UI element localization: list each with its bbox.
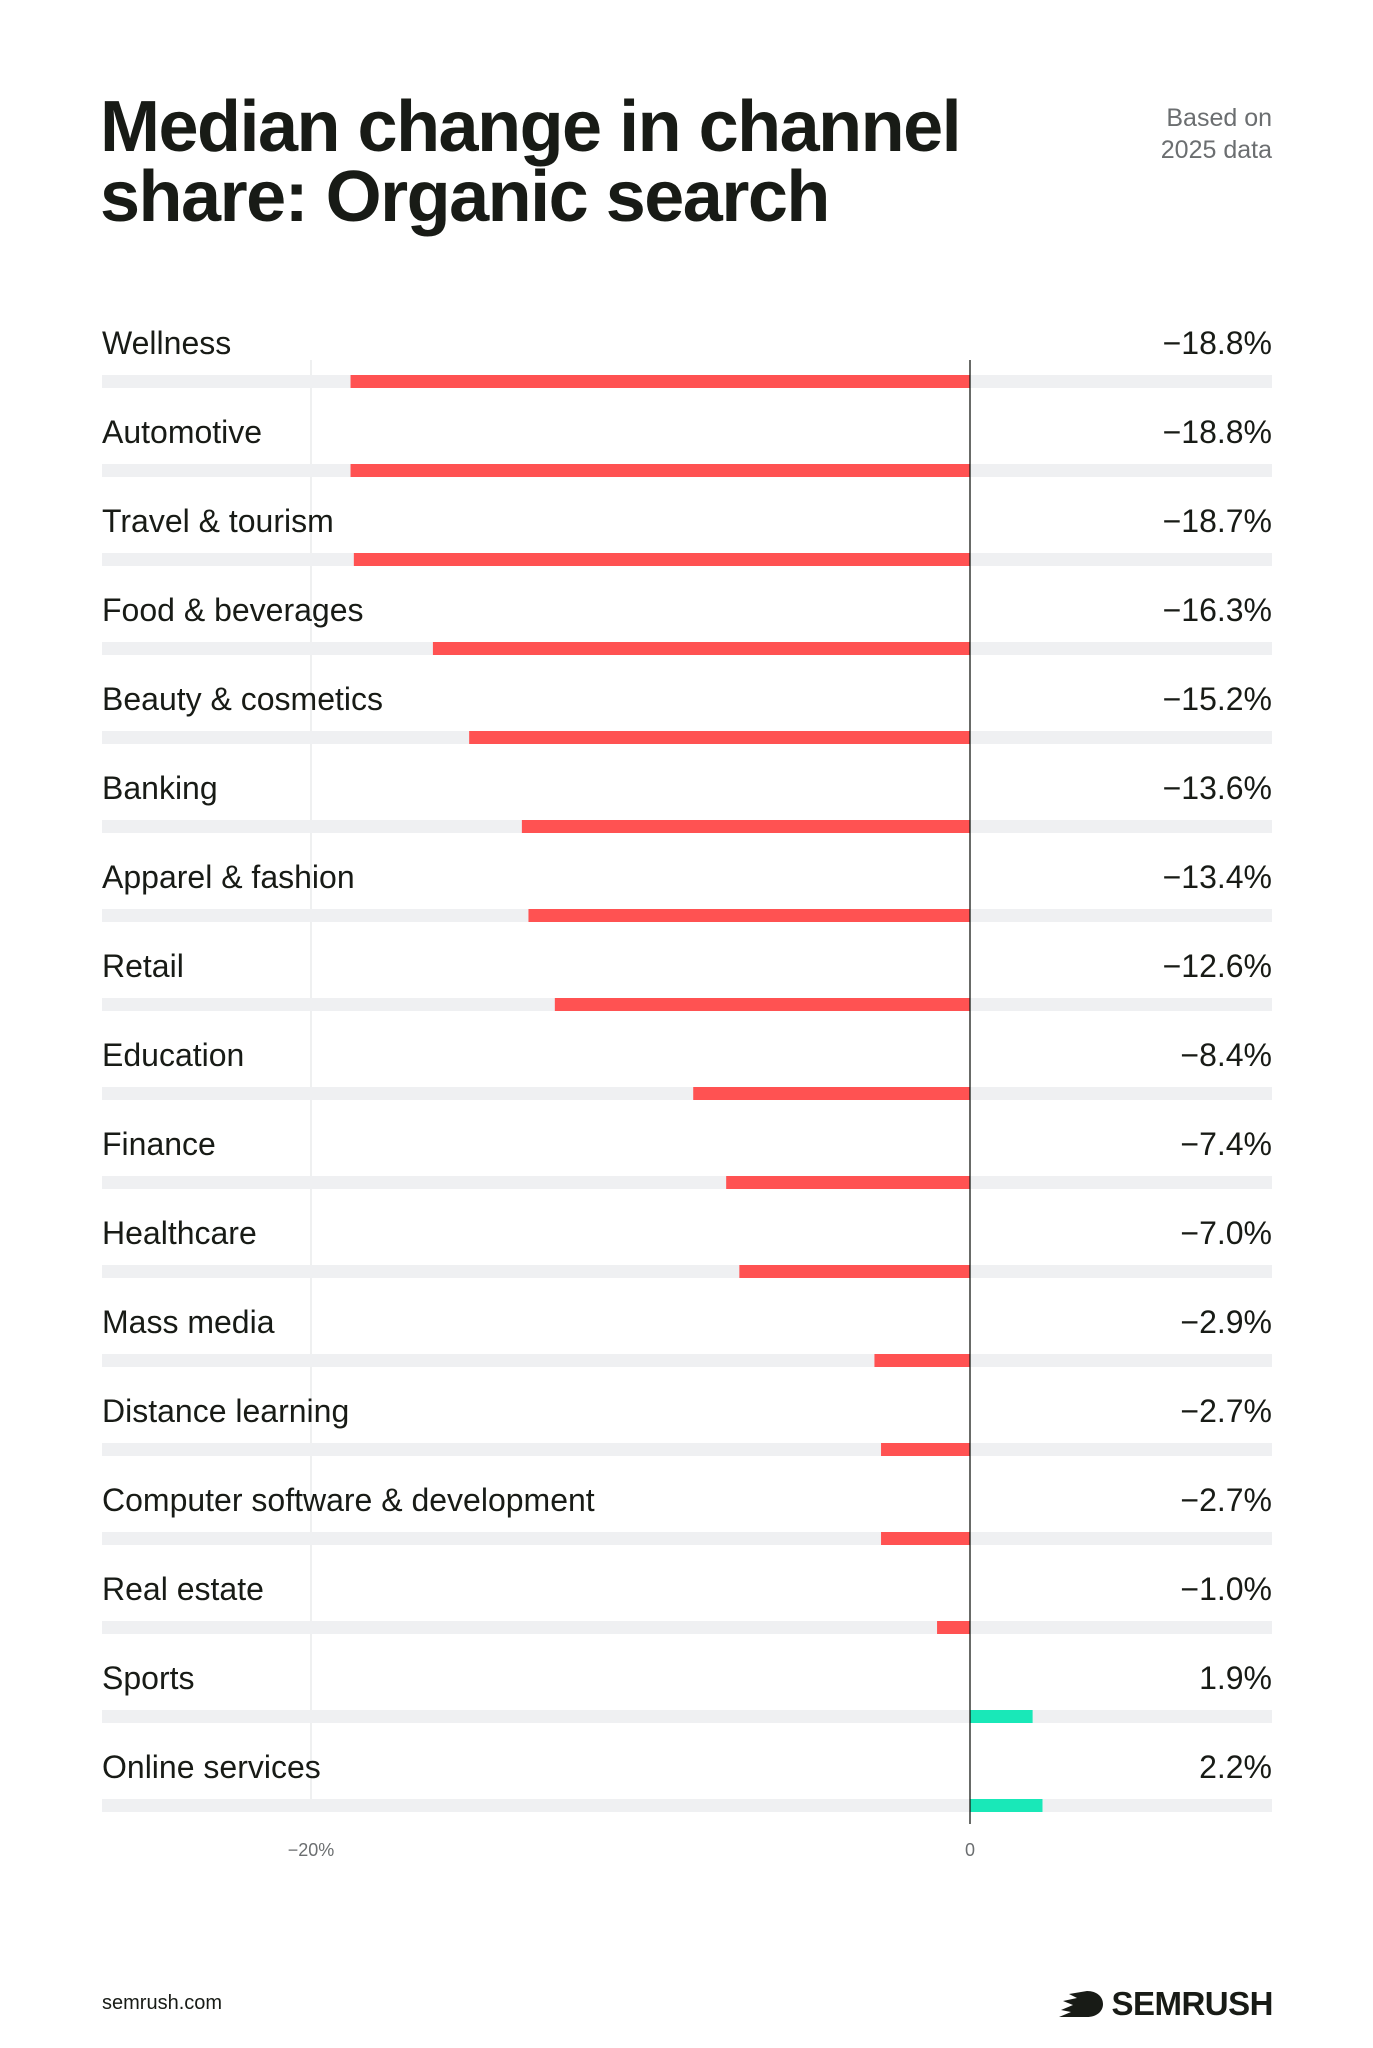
value-label: −7.0%: [1180, 1215, 1272, 1251]
category-label: Retail: [102, 948, 184, 984]
bar: [726, 1176, 970, 1189]
value-label: −8.4%: [1180, 1037, 1272, 1073]
category-label: Finance: [102, 1126, 216, 1162]
value-label: −7.4%: [1180, 1126, 1272, 1162]
value-label: −18.7%: [1163, 503, 1272, 539]
semrush-wordmark: SEMRUSH: [1111, 1985, 1273, 2022]
category-label: Mass media: [102, 1304, 275, 1340]
category-label: Banking: [102, 770, 218, 806]
footer-url[interactable]: semrush.com: [102, 1992, 223, 2014]
value-label: −2.7%: [1180, 1393, 1272, 1429]
category-label: Healthcare: [102, 1215, 257, 1251]
bar-track: [102, 1265, 1272, 1278]
bar: [970, 1710, 1033, 1723]
bar: [554, 998, 970, 1011]
value-label: −1.0%: [1180, 1571, 1272, 1607]
value-label: −16.3%: [1163, 592, 1272, 628]
bar-track: [102, 1087, 1272, 1100]
value-label: −15.2%: [1163, 681, 1272, 717]
category-label: Travel & tourism: [102, 503, 334, 539]
value-label: −13.4%: [1163, 859, 1272, 895]
bar: [432, 642, 970, 655]
value-label: −12.6%: [1163, 948, 1272, 984]
bar-track: [102, 1176, 1272, 1189]
value-label: −18.8%: [1163, 414, 1272, 450]
x-tick-label: −20%: [288, 1840, 335, 1860]
data-note-line1: Based on: [1166, 104, 1272, 132]
value-label: −2.7%: [1180, 1482, 1272, 1518]
bar: [881, 1443, 970, 1456]
value-label: −13.6%: [1163, 770, 1272, 806]
category-label: Online services: [102, 1749, 321, 1785]
category-label: Education: [102, 1037, 244, 1073]
bar-track: [102, 1532, 1272, 1545]
bar-track: [102, 1621, 1272, 1634]
category-label: Automotive: [102, 414, 262, 450]
category-label: Distance learning: [102, 1393, 349, 1429]
value-label: 1.9%: [1199, 1660, 1272, 1696]
x-tick-label: 0: [965, 1840, 975, 1860]
bar: [469, 731, 970, 744]
category-label: Computer software & development: [102, 1482, 595, 1518]
data-note-line2: 2025 data: [1160, 136, 1272, 164]
bar: [970, 1799, 1043, 1812]
chart-title: Median change in channel share: Organic …: [100, 87, 962, 237]
value-label: −2.9%: [1180, 1304, 1272, 1340]
bar: [350, 375, 970, 388]
bar: [874, 1354, 970, 1367]
semrush-flame-icon: [1059, 1991, 1104, 2017]
bar: [693, 1087, 970, 1100]
bar: [937, 1621, 970, 1634]
category-label: Apparel & fashion: [102, 859, 355, 895]
bar-chart: Wellness −18.8% Automotive −18.8% Travel & t…: [102, 325, 1272, 1860]
data-note: Based on 2025 data: [1072, 102, 1272, 166]
value-label: 2.2%: [1199, 1749, 1272, 1785]
category-label: Real estate: [102, 1571, 264, 1607]
category-label: Wellness: [102, 325, 231, 361]
semrush-logo: SEMRUSH: [1057, 1985, 1273, 2023]
bar-track: [102, 1443, 1272, 1456]
bar-track: [102, 1710, 1272, 1723]
bar: [521, 820, 970, 833]
value-label: −18.8%: [1163, 325, 1272, 361]
bar: [350, 464, 970, 477]
bar: [353, 553, 971, 566]
bar-track: [102, 1354, 1272, 1367]
bar-track: [102, 1799, 1272, 1812]
category-label: Food & beverages: [102, 592, 364, 628]
bar: [881, 1532, 970, 1545]
bar: [739, 1265, 970, 1278]
bar: [528, 909, 970, 922]
category-label: Sports: [102, 1660, 194, 1696]
category-label: Beauty & cosmetics: [102, 681, 383, 717]
